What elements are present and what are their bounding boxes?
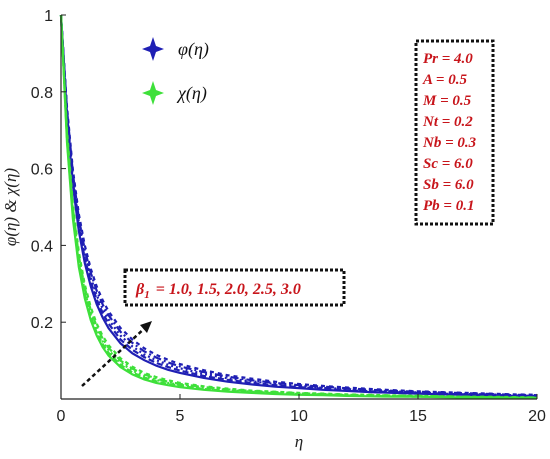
x-tick-label: 0 — [57, 408, 66, 425]
series-line-chi-4 — [59, 14, 537, 399]
legend-star-icon-chi — [142, 81, 164, 105]
param-nb: Nb = 0.3 — [422, 135, 477, 151]
y-tick-label: 0.2 — [31, 315, 53, 332]
series-line-phi-3 — [59, 14, 538, 397]
x-tick-label: 5 — [176, 408, 185, 425]
beta-subscript: 1 — [144, 289, 150, 301]
param-sb: Sb = 6.0 — [423, 177, 474, 193]
param-nt: Nt = 0.2 — [422, 114, 473, 130]
legend-star-icon-phi — [142, 37, 164, 61]
y-tick-label: 0.8 — [31, 85, 53, 102]
series-line-phi-2 — [59, 14, 538, 397]
legend: φ(η) χ(η) — [142, 37, 209, 105]
beta-box-border — [123, 268, 346, 307]
beta-label: β1 = 1.0, 1.5, 2.0, 2.5, 3.0 — [135, 281, 301, 301]
x-tick-label: 20 — [528, 408, 546, 425]
arrow-head-icon — [140, 321, 152, 333]
y-tick-label: 0.6 — [31, 162, 53, 179]
beta-values: = 1.0, 1.5, 2.0, 2.5, 3.0 — [156, 281, 301, 298]
increase-arrow — [81, 326, 147, 387]
series-line-phi-1 — [59, 14, 538, 398]
y-tick-label: 0.4 — [31, 238, 53, 255]
legend-label-chi: χ(η) — [176, 83, 207, 104]
series-line-phi-5 — [59, 14, 538, 396]
parameter-box: Pr = 4.0 A = 0.5 M = 0.5 Nt = 0.2 Nb = 0… — [414, 39, 495, 226]
param-sc: Sc = 6.0 — [423, 156, 473, 172]
y-ticks: 0.2 0.4 0.6 0.8 1 — [31, 8, 66, 332]
param-a: A = 0.5 — [422, 72, 467, 88]
beta-annotation: β1 = 1.0, 1.5, 2.0, 2.5, 3.0 — [81, 268, 346, 387]
series-lines — [59, 14, 538, 399]
series-line-chi-5 — [59, 14, 538, 399]
param-pr: Pr = 4.0 — [423, 51, 473, 67]
x-axis-label: η — [295, 432, 303, 451]
parameter-box-border — [414, 39, 495, 226]
x-tick-label: 15 — [409, 408, 427, 425]
y-axis-label: φ(η) & χ(η) — [1, 168, 20, 246]
legend-label-phi: φ(η) — [178, 39, 209, 60]
param-pb: Pb = 0.1 — [423, 198, 474, 214]
beta-symbol: β — [135, 281, 145, 298]
param-m: M = 0.5 — [422, 93, 472, 109]
x-tick-label: 10 — [290, 408, 308, 425]
x-ticks: 0 5 10 15 20 — [57, 394, 546, 425]
y-tick-label: 1 — [44, 8, 53, 25]
